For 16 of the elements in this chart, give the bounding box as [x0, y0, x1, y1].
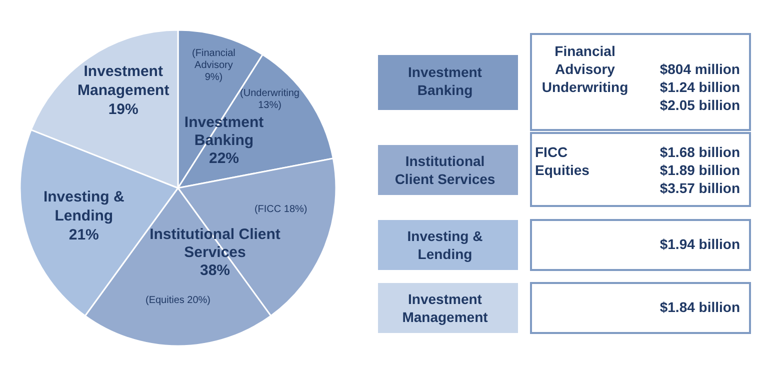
text: $804 million $1.24 billion $2.05 billion	[660, 61, 740, 113]
text: $1.94 billion	[660, 236, 740, 252]
text: FICC Equities	[535, 144, 590, 178]
text: Investment Management	[402, 291, 488, 325]
slice-label: Investing & Lending 21%	[43, 188, 124, 244]
text: $1.84 billion	[660, 299, 740, 315]
slice-label: Investment Management 19%	[78, 63, 170, 118]
slice-label: (Financial Advisory 9%)	[192, 48, 236, 84]
slice-label: (Underwriting 13%)	[240, 88, 300, 111]
text: Financial Advisory Underwriting	[542, 43, 628, 95]
text: $1.68 billion $1.89 billion $3.57 billion	[660, 144, 740, 196]
text: Investing & Lending	[407, 228, 483, 262]
slice-label: (FICC 18%)	[254, 204, 308, 216]
slice-label: (Equities 20%)	[145, 295, 211, 306]
text: Investment Banking	[408, 64, 482, 98]
text: Institutional Client Services	[394, 153, 496, 187]
